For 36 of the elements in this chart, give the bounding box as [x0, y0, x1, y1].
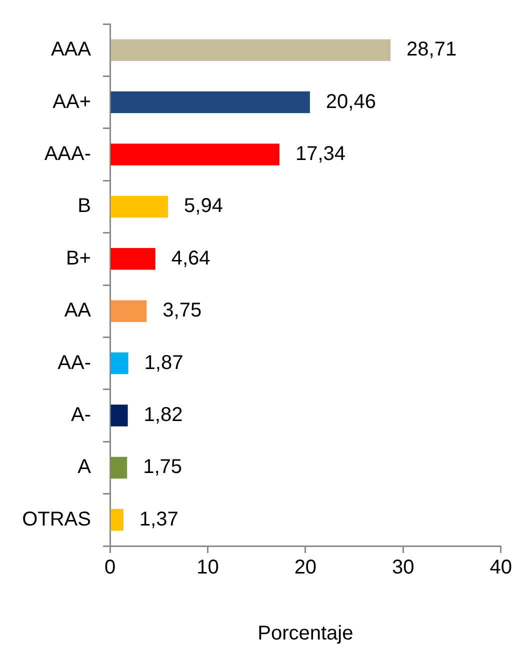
bar — [110, 39, 391, 61]
bar — [110, 300, 147, 322]
y-tick-label: B — [78, 195, 91, 218]
data-label: 5,94 — [184, 195, 223, 218]
bar — [110, 404, 128, 426]
bar — [110, 352, 128, 374]
bar — [110, 509, 124, 531]
y-tick-label: AA — [64, 300, 92, 322]
x-tick-label: 10 — [196, 556, 219, 579]
y-tick-label: OTRAS — [22, 508, 91, 530]
bar — [110, 456, 128, 479]
bar — [110, 144, 280, 166]
y-tick-label: AA+ — [52, 90, 91, 113]
x-tick-label: 30 — [392, 556, 414, 579]
x-tick-label: 40 — [490, 556, 512, 579]
data-label: 1,75 — [143, 456, 182, 478]
bar — [110, 248, 156, 270]
x-axis-title: Porcentaje — [258, 622, 354, 645]
y-tick-label: AAA- — [44, 143, 91, 166]
data-label: 1,82 — [144, 404, 183, 426]
y-tick-label: B+ — [66, 247, 91, 270]
data-label: 20,46 — [326, 90, 376, 113]
x-tick-label: 0 — [104, 556, 116, 579]
x-tick-label: 20 — [294, 556, 317, 579]
y-tick-label: A- — [71, 404, 91, 426]
data-label: 17,34 — [295, 143, 346, 166]
data-label: 28,71 — [406, 38, 457, 61]
data-label: 1,37 — [139, 508, 178, 530]
data-label: 4,64 — [171, 247, 210, 270]
data-label: 1,87 — [144, 352, 184, 374]
data-label: 3,75 — [162, 300, 202, 322]
y-tick-label: AAA — [50, 38, 92, 61]
y-tick-label: AA- — [58, 352, 91, 374]
bar — [110, 91, 310, 114]
bar — [110, 196, 168, 218]
y-tick-label: A — [78, 456, 92, 478]
